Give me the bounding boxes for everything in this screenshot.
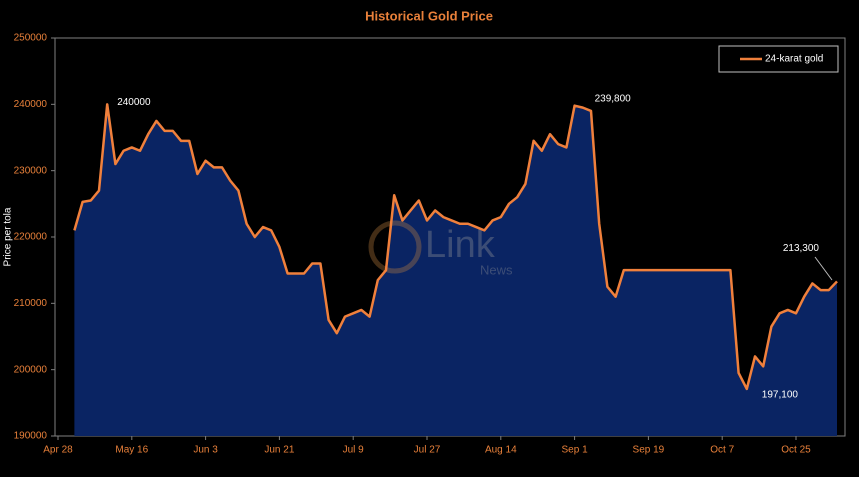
leader-line [814,256,833,281]
data-label: 239,800 [595,93,632,104]
x-tick-label: Jul 27 [414,445,441,456]
y-tick-label: 210000 [14,298,48,309]
x-tick-label: Jul 9 [343,445,365,456]
y-tick-label: 190000 [14,431,48,442]
chart-title: Historical Gold Price [365,8,493,23]
x-tick-label: Jun 3 [193,445,218,456]
x-tick-label: Sep 19 [633,445,665,456]
x-tick-label: Sep 1 [562,445,589,456]
watermark-subtext: News [480,262,513,277]
x-tick-label: Oct 7 [710,445,734,456]
x-tick-label: Aug 14 [485,445,517,456]
legend: 24-karat gold [718,45,839,73]
x-tick-label: May 16 [115,445,148,456]
data-label: 213,300 [783,243,820,254]
x-tick-label: Jun 21 [264,445,294,456]
data-label: 197,100 [762,390,799,401]
y-tick-label: 250000 [14,33,48,44]
y-tick-label: 220000 [14,232,48,243]
x-tick-label: Oct 25 [781,445,811,456]
watermark-logo [368,220,422,274]
y-axis-label: Price per tola [3,207,14,266]
line [73,103,838,391]
data-label: 240000 [117,97,151,108]
y-tick-label: 200000 [14,364,48,375]
x-tick-label: Apr 28 [43,445,73,456]
legend-label: 24-karat gold [765,54,823,65]
y-tick-label: 240000 [14,99,48,110]
area [74,104,837,436]
y-tick-label: 230000 [14,165,48,176]
legend-box [718,45,839,73]
